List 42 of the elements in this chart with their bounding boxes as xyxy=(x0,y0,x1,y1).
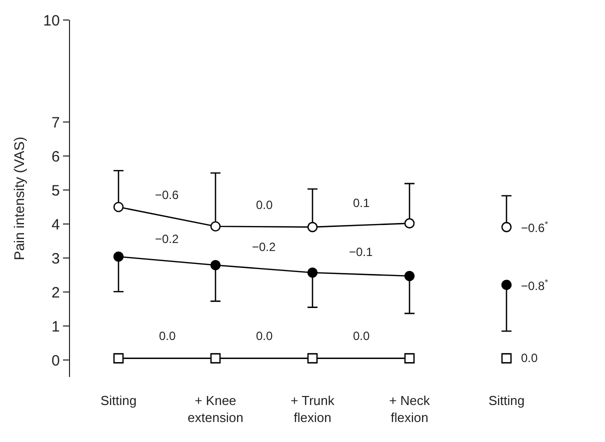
annotation: −0.2 xyxy=(155,232,180,246)
point xyxy=(307,353,318,364)
y-tick-label: 6 xyxy=(52,148,60,166)
y-tick-label: 2 xyxy=(52,284,60,302)
y-axis-title: Pain intensity (VAS) xyxy=(10,136,27,260)
annotation: 0.0 xyxy=(521,351,538,365)
point xyxy=(501,280,512,290)
annotation: −0.2 xyxy=(252,240,276,254)
point xyxy=(113,251,124,262)
annotation: −0.8$^{*}$ xyxy=(521,277,549,294)
point xyxy=(210,353,221,364)
y-tick-label: 4 xyxy=(52,216,60,234)
annotation: 0.0 xyxy=(159,329,176,343)
point xyxy=(113,353,124,364)
x-tick-label: + Trunk flexion xyxy=(290,393,335,425)
annotation: −0.6$^{*}$ xyxy=(521,219,549,236)
annotation: 0.0 xyxy=(256,329,274,343)
x-tick-label: + Neck flexion xyxy=(389,393,430,425)
point xyxy=(307,267,318,278)
y-tick-label: 3 xyxy=(52,250,60,268)
point xyxy=(113,202,124,212)
point xyxy=(501,353,512,364)
y-tick-label: 5 xyxy=(52,182,60,200)
annotation: 0.0 xyxy=(256,198,274,212)
y-tick-label: 0 xyxy=(52,352,60,370)
annotation: 0.1 xyxy=(353,196,370,210)
point xyxy=(404,353,415,364)
x-tick-label: Sitting xyxy=(100,393,137,408)
y-tick-label: 7 xyxy=(52,114,60,132)
annotation: −0.6 xyxy=(155,188,180,202)
x-tick-label: Sitting xyxy=(488,393,525,408)
y-tick-label: 1 xyxy=(52,318,60,336)
point xyxy=(501,222,512,232)
point xyxy=(404,218,415,228)
y-tick-label: 10 xyxy=(43,12,60,30)
x-tick-label: + Knee extension xyxy=(188,393,244,425)
annotation: 0.0 xyxy=(353,329,370,343)
point xyxy=(307,222,318,232)
annotation: −0.1 xyxy=(349,245,374,259)
point xyxy=(404,270,415,282)
point xyxy=(210,260,221,270)
point xyxy=(210,221,221,232)
